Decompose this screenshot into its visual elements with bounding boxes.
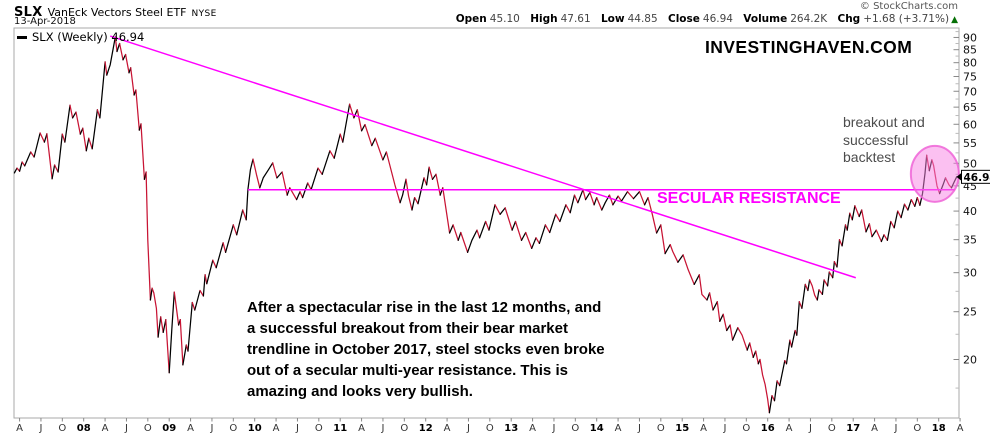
- chart-date: 13-Apr-2018: [14, 16, 76, 27]
- svg-text:A: A: [700, 423, 707, 434]
- svg-text:A: A: [187, 423, 194, 434]
- change-label: Chg: [837, 13, 861, 25]
- svg-text:A: A: [444, 423, 451, 434]
- last-price-box: 46.94: [956, 169, 990, 184]
- series-line-swatch-icon: [17, 36, 27, 39]
- svg-text:17: 17: [846, 423, 860, 434]
- svg-text:O: O: [144, 423, 152, 434]
- svg-text:J: J: [380, 423, 384, 434]
- change-value: +1.68 (+3.71%): [863, 13, 950, 25]
- low-value: 44.85: [627, 13, 658, 25]
- svg-text:J: J: [722, 423, 726, 434]
- svg-text:08: 08: [77, 423, 91, 434]
- svg-text:10: 10: [248, 423, 262, 434]
- price-series: [13, 36, 958, 414]
- svg-text:35: 35: [963, 234, 977, 247]
- instrument-name: VanEck Vectors Steel ETF: [47, 6, 187, 19]
- svg-text:O: O: [58, 423, 66, 434]
- high-value: 47.61: [560, 13, 591, 25]
- svg-text:75: 75: [963, 70, 977, 83]
- svg-text:O: O: [315, 423, 323, 434]
- svg-text:O: O: [229, 423, 237, 434]
- svg-text:O: O: [657, 423, 665, 434]
- svg-text:20: 20: [963, 353, 977, 366]
- svg-text:A: A: [358, 423, 365, 434]
- ohlc-quote-bar: Open 45.10 High 47.61 Low 44.85 Close 46.94 …: [456, 13, 958, 25]
- svg-text:J: J: [466, 423, 470, 434]
- svg-text:30: 30: [963, 267, 977, 280]
- svg-text:A: A: [786, 423, 793, 434]
- plot-border: [13, 27, 960, 419]
- svg-text:50: 50: [963, 157, 977, 170]
- svg-text:J: J: [893, 423, 897, 434]
- svg-text:J: J: [124, 423, 128, 434]
- breakout-annotation: breakout and successful backtest: [843, 114, 925, 165]
- watermark-text: INVESTINGHAVEN.COM: [705, 37, 913, 57]
- svg-text:J: J: [551, 423, 555, 434]
- copyright-text: © StockCharts.com: [859, 1, 958, 12]
- svg-text:60: 60: [963, 118, 977, 131]
- x-axis: A J O 08 A J O 09 A J O 10 A J O 11 A J O 12 A J O 13 A J O 14 A J O 15…: [16, 418, 964, 434]
- svg-text:09: 09: [162, 423, 176, 434]
- series-legend: SLX (Weekly) 46.94: [17, 30, 144, 44]
- close-value: 46.94: [702, 13, 733, 25]
- svg-text:O: O: [742, 423, 750, 434]
- commentary-annotation: After a spectacular rise in the last 12 …: [247, 299, 605, 400]
- svg-text:80: 80: [963, 57, 977, 70]
- svg-text:70: 70: [963, 85, 977, 98]
- svg-text:J: J: [295, 423, 299, 434]
- svg-text:12: 12: [419, 423, 433, 434]
- svg-text:15: 15: [675, 423, 689, 434]
- svg-text:A: A: [615, 423, 622, 434]
- close-label: Close: [668, 13, 700, 25]
- svg-text:J: J: [808, 423, 812, 434]
- up-triangle-icon: ▲: [951, 15, 958, 25]
- svg-text:85: 85: [963, 44, 977, 57]
- high-label: High: [530, 13, 558, 25]
- svg-text:14: 14: [590, 423, 604, 434]
- svg-text:11: 11: [333, 423, 347, 434]
- open-value: 45.10: [489, 13, 520, 25]
- svg-text:65: 65: [963, 101, 977, 114]
- volume-value: 264.2K: [790, 13, 828, 25]
- svg-text:18: 18: [932, 423, 946, 434]
- svg-text:O: O: [913, 423, 921, 434]
- volume-label: Volume: [743, 13, 788, 25]
- svg-text:A: A: [16, 423, 23, 434]
- svg-text:O: O: [486, 423, 494, 434]
- svg-text:46.94: 46.94: [964, 172, 990, 184]
- svg-text:90: 90: [963, 31, 977, 44]
- svg-text:A: A: [871, 423, 878, 434]
- breakout-highlight-ellipse: [909, 144, 960, 203]
- low-label: Low: [600, 13, 625, 25]
- open-label: Open: [455, 13, 487, 25]
- svg-text:16: 16: [761, 423, 775, 434]
- svg-text:J: J: [637, 423, 641, 434]
- ticker-symbol: SLX: [14, 5, 43, 20]
- descending-trendline: [109, 35, 856, 279]
- svg-text:O: O: [400, 423, 408, 434]
- exchange-name: NYSE: [191, 9, 217, 19]
- svg-text:13: 13: [504, 423, 518, 434]
- svg-text:25: 25: [963, 306, 977, 319]
- secular-resistance-label: SECULAR RESISTANCE: [657, 190, 841, 207]
- svg-text:J: J: [38, 423, 42, 434]
- svg-text:40: 40: [963, 205, 977, 218]
- svg-text:O: O: [828, 423, 836, 434]
- svg-text:O: O: [571, 423, 579, 434]
- svg-text:55: 55: [963, 137, 977, 150]
- svg-text:A: A: [102, 423, 109, 434]
- series-legend-label: SLX (Weekly) 46.94: [32, 30, 145, 44]
- chart-title: SLX VanEck Vectors Steel ETF NYSE: [14, 1, 217, 20]
- svg-text:A: A: [273, 423, 280, 434]
- svg-text:J: J: [209, 423, 213, 434]
- svg-text:A: A: [957, 423, 964, 434]
- svg-text:A: A: [529, 423, 536, 434]
